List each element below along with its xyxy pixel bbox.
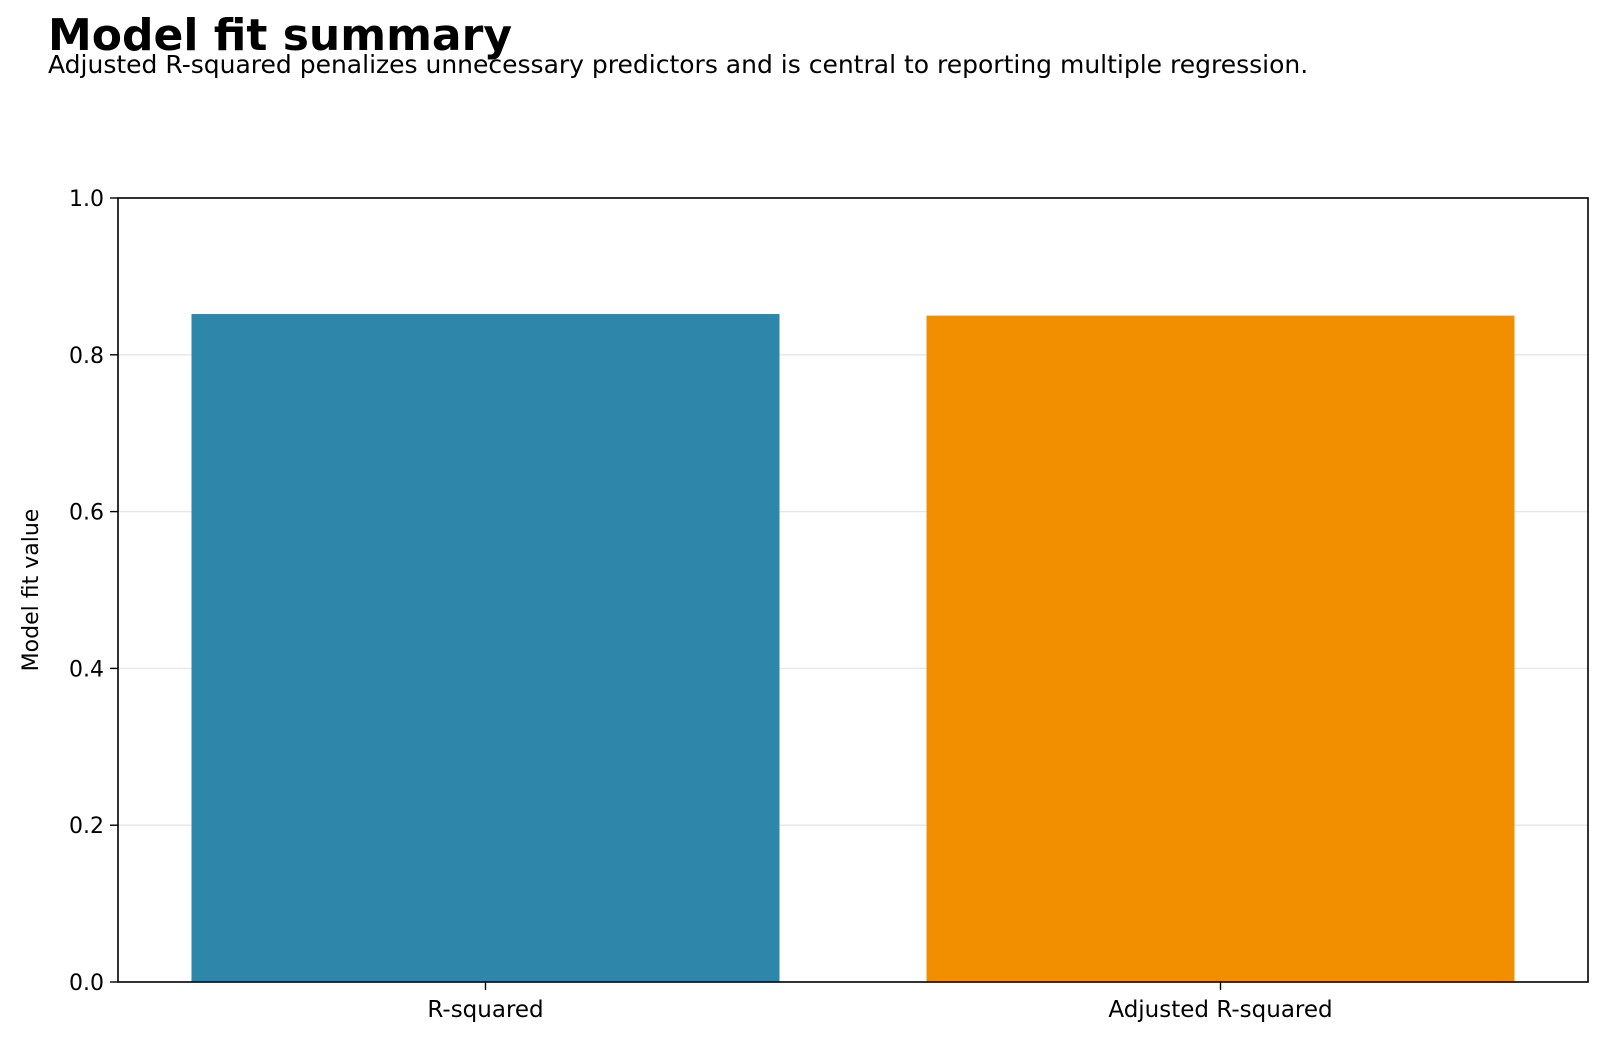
x-tick-label: Adjusted R-squared (1108, 997, 1332, 1023)
chart-title: Model fit summary (48, 10, 512, 61)
y-axis-label: Model fit value (19, 509, 44, 672)
x-axis-ticks: R-squared Adjusted R-squared (427, 982, 1333, 1023)
bars (191, 314, 1515, 983)
y-tick-label: 0.2 (69, 814, 104, 839)
y-tick-label: 0.4 (69, 657, 104, 682)
bar-adjusted-r-squared (926, 315, 1515, 983)
bar-r-squared (191, 314, 780, 983)
y-axis-ticks: 0.0 0.2 0.4 0.6 0.8 1.0 (69, 187, 118, 996)
y-tick-label: 0.8 (69, 344, 104, 369)
y-tick-label: 0.0 (69, 971, 104, 996)
plot-frame (117, 197, 1589, 983)
x-tick-label: R-squared (427, 997, 543, 1023)
y-tick-label: 0.6 (69, 501, 104, 526)
chart-subtitle: Adjusted R-squared penalizes unnecessary… (48, 50, 1309, 79)
y-tick-label: 1.0 (69, 187, 104, 212)
